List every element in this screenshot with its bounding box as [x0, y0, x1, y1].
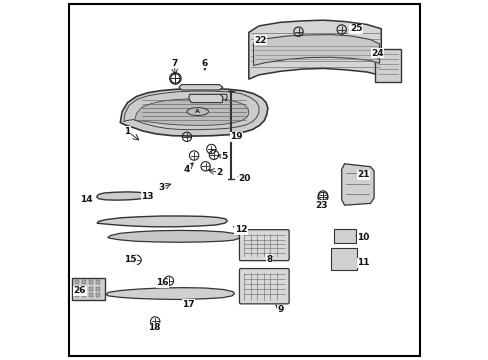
Text: 20: 20	[238, 174, 250, 183]
Bar	[96, 287, 101, 291]
Bar	[333, 229, 355, 243]
Ellipse shape	[186, 108, 208, 116]
Text: 11: 11	[356, 258, 369, 267]
Polygon shape	[188, 94, 223, 103]
Bar	[81, 287, 86, 291]
Text: 19: 19	[230, 132, 243, 141]
Text: 26: 26	[74, 287, 86, 295]
Bar	[96, 293, 101, 297]
Text: 14: 14	[80, 195, 92, 204]
Text: 22: 22	[254, 36, 266, 45]
Text: 17: 17	[182, 300, 195, 309]
Text: 4: 4	[183, 165, 190, 174]
Text: 21: 21	[356, 170, 369, 179]
Bar	[72, 278, 104, 300]
Text: 9: 9	[277, 305, 283, 314]
Polygon shape	[97, 216, 227, 227]
Text: 12: 12	[234, 225, 246, 234]
FancyBboxPatch shape	[239, 230, 288, 261]
Text: 16: 16	[156, 278, 169, 287]
Text: 23: 23	[315, 201, 327, 210]
Polygon shape	[253, 35, 379, 66]
Text: 24: 24	[370, 49, 383, 58]
Bar	[374, 49, 400, 82]
Bar	[75, 280, 79, 284]
Polygon shape	[97, 192, 150, 200]
Bar	[89, 280, 93, 284]
Bar	[330, 248, 356, 270]
Text: 13: 13	[141, 192, 153, 201]
Text: 10: 10	[356, 233, 369, 242]
Bar	[89, 287, 93, 291]
Polygon shape	[341, 164, 373, 205]
Text: 7: 7	[171, 58, 177, 68]
Text: 18: 18	[148, 323, 161, 332]
Polygon shape	[107, 230, 240, 242]
Bar	[75, 287, 79, 291]
Bar	[89, 293, 93, 297]
Polygon shape	[106, 288, 234, 300]
Bar	[96, 280, 101, 284]
Bar	[75, 293, 79, 297]
Text: 1: 1	[124, 127, 130, 136]
Polygon shape	[120, 89, 267, 136]
Bar	[81, 293, 86, 297]
Polygon shape	[179, 85, 223, 90]
Polygon shape	[248, 20, 381, 79]
Text: 2: 2	[216, 168, 222, 177]
Text: 3: 3	[158, 183, 164, 192]
Text: 8: 8	[266, 255, 272, 264]
Polygon shape	[134, 99, 248, 125]
Text: 6: 6	[202, 58, 207, 68]
Text: A: A	[195, 109, 200, 114]
Bar	[81, 280, 86, 284]
Text: 5: 5	[221, 152, 227, 161]
Text: 15: 15	[124, 256, 136, 264]
Text: 25: 25	[349, 24, 362, 33]
FancyBboxPatch shape	[239, 269, 288, 304]
